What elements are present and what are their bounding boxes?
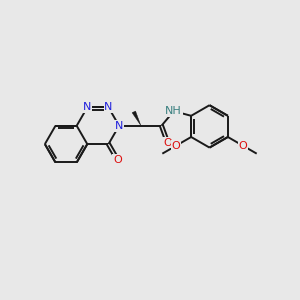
Text: O: O (163, 138, 172, 148)
Text: O: O (172, 141, 181, 151)
Polygon shape (132, 111, 141, 125)
Text: N: N (115, 121, 123, 131)
Text: N: N (104, 102, 113, 112)
Text: O: O (238, 141, 247, 151)
Text: N: N (83, 102, 92, 112)
Text: O: O (113, 155, 122, 165)
Text: NH: NH (165, 106, 182, 116)
